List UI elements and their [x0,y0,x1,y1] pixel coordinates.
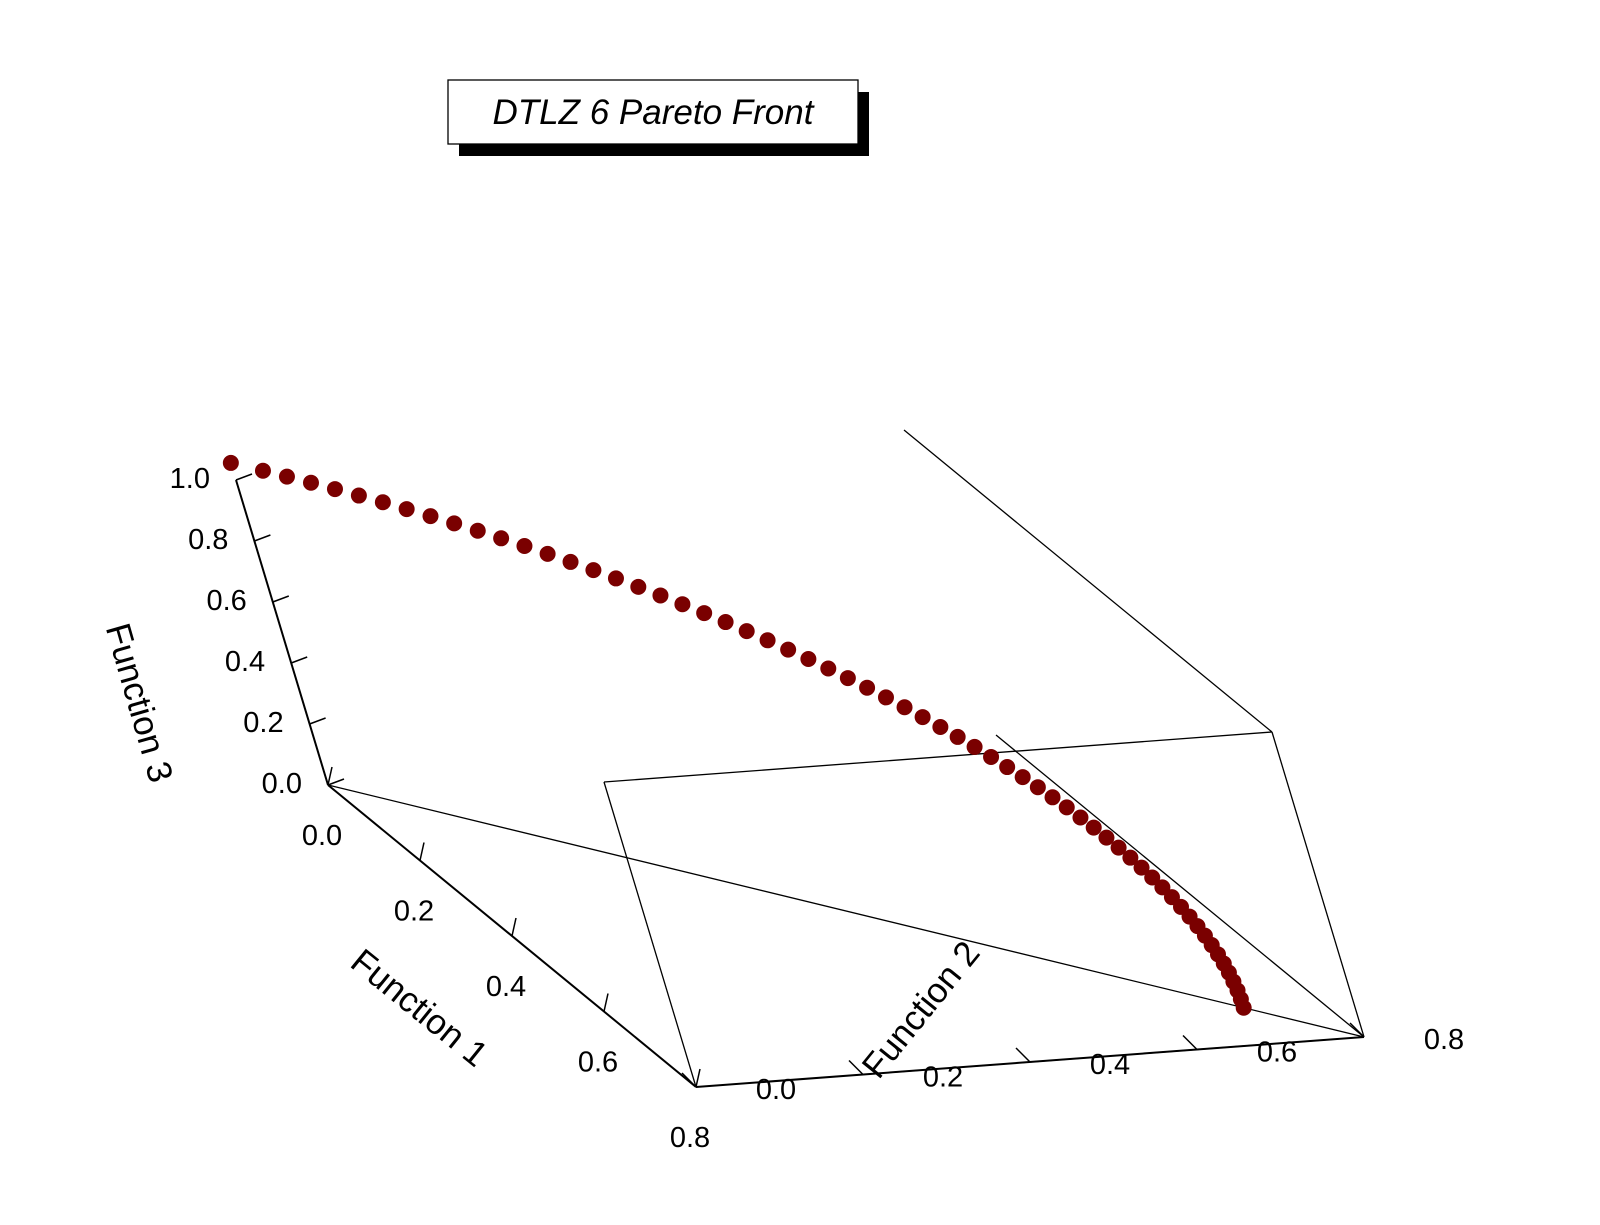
data-point [652,587,669,604]
data-point [1133,859,1150,876]
right-vertical-edge [603,781,697,1088]
y-tick [1182,1034,1198,1051]
data-point [493,530,510,547]
data-point [1072,809,1089,826]
data-point [446,515,463,532]
z-tick [309,717,326,725]
y-tick [848,1059,864,1076]
data-point [398,501,415,518]
y-tick-label: 0.0 [756,1074,796,1106]
data-point [630,578,647,595]
z-tick [290,656,308,664]
back-vertical-edge [1271,731,1365,1038]
y-axis-title: Function 2 [854,934,987,1086]
data-point [326,481,343,498]
data-point [999,759,1016,776]
top-edge-right [603,731,1273,783]
axes-ticks: 0.0 0.2 0.4 0.6 0.8 0.0 0.2 0.4 0.6 0.8 0.0 0.2 0.4 0… [170,463,1464,1154]
chart-title-box: DTLZ 6 Pareto Front [447,79,869,156]
data-point [1098,829,1115,846]
x-tick [511,917,517,937]
data-point [1154,879,1171,896]
data-point [585,562,602,579]
data-point [1110,839,1127,856]
data-point [914,709,931,726]
y-tick [1349,1022,1365,1038]
data-point [1044,789,1061,806]
data-point [949,728,966,745]
data-point [896,699,913,716]
top-edge-left [903,429,1273,733]
x-axis-title: Function 1 [343,941,495,1074]
data-point [1122,849,1139,866]
data-point [859,679,876,696]
z-tick [327,778,345,786]
data-point [983,748,1000,765]
z-tick [254,534,271,542]
data-point [839,670,856,687]
floor-diagonal-edge [327,784,1365,1038]
x-tick [327,766,333,786]
data-point [374,494,391,511]
data-point [1163,889,1180,906]
data-point [717,614,734,631]
data-point [877,689,894,706]
data-point [539,545,556,562]
data-point [302,474,319,491]
y-tick-label: 0.8 [1424,1024,1464,1056]
data-point [932,718,949,735]
y-tick-label: 0.4 [1090,1049,1130,1081]
data-point [800,650,817,667]
y-tick [681,1072,697,1088]
z-tick-label: 0.6 [206,585,246,617]
x-tick-label: 0.6 [578,1047,618,1079]
data-point [350,487,367,504]
z-tick [235,473,253,481]
title-frame [447,79,859,145]
data-point [562,553,579,570]
z-tick-label: 0.8 [188,524,228,556]
x-tick-label: 0.0 [302,820,342,852]
x-tick-label: 0.8 [670,1122,710,1154]
x-tick-label: 0.2 [394,896,434,928]
data-points [222,454,1252,1016]
data-point [696,605,713,622]
data-point [278,468,295,485]
data-point [469,522,486,539]
data-point [1014,769,1031,786]
data-point [820,660,837,677]
data-point [1029,779,1046,796]
x-tick-label: 0.4 [486,971,526,1003]
data-point [1058,799,1075,816]
x-tick [695,1068,701,1088]
x-tick [603,993,609,1012]
z-tick-label: 0.0 [262,768,302,800]
data-point [1085,819,1102,836]
y-tick-label: 0.2 [923,1062,963,1094]
z-axis-title: Function 3 [98,619,181,787]
floor-back-edge-left [995,734,1365,1038]
data-point [516,538,533,555]
data-point [966,738,983,755]
z-axis-line [235,479,329,786]
z-tick-label: 1.0 [170,463,210,495]
data-point [254,462,271,479]
y-tick-label: 0.6 [1257,1037,1297,1069]
data-point [780,641,797,658]
data-point [222,454,239,471]
y-tick [1015,1047,1031,1063]
data-point [607,570,624,587]
z-tick-label: 0.2 [243,707,283,739]
data-point [738,623,755,640]
chart-title: DTLZ 6 Pareto Front [493,93,815,132]
data-point [759,632,776,649]
data-point [674,596,691,613]
data-point [1144,869,1161,886]
z-tick [272,595,290,603]
z-tick-label: 0.4 [225,646,265,678]
x-tick [419,842,425,861]
data-point [422,508,439,525]
